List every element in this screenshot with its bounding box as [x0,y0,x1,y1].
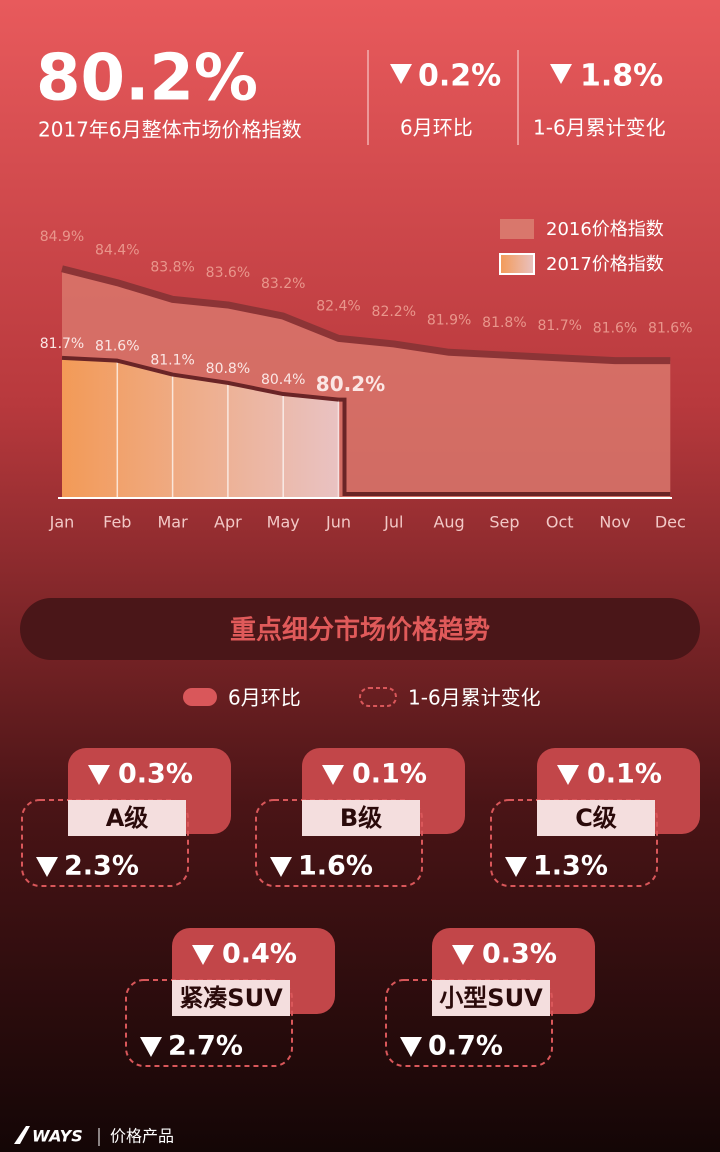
down-icon [270,857,292,877]
down-icon [140,1037,162,1057]
down-icon [550,64,572,84]
down-icon [192,945,214,965]
x-tick-label: Aug [433,513,464,532]
name-box [302,800,420,836]
kpi-label: 6月环比 [400,116,473,140]
section-title: 重点细分市场价格趋势 [230,615,490,646]
mom-value: 0.1% [352,759,427,790]
cum-value: 2.3% [64,851,139,882]
x-tick-label: Jul [383,513,403,532]
line [61,265,671,365]
kpi-label: 1-6月累计变化 [533,116,666,140]
data-label: 80.2% [316,372,385,396]
data-label: 83.2% [261,276,305,292]
kpi-value: 0.2% [418,59,501,94]
x-tick-label: Nov [599,513,630,532]
data-label: 80.4% [261,372,305,388]
logo [14,1126,30,1144]
data-label: 83.6% [206,265,250,281]
footer-brand: WAYS [32,1127,83,1146]
footer-product: 价格产品 [110,1127,174,1146]
data-label: 83.8% [150,259,194,275]
section-bar [20,598,700,660]
x-tick-label: May [267,513,300,532]
mom-value: 0.4% [222,939,297,970]
segment-name: B级 [340,804,382,832]
mom-value: 0.3% [482,939,557,970]
segment-cards: A级 0.3% 2.3% B级 0.1% 1.6% C级 0.1% 1.3% 紧凑SUV 0.4% 2… [21,748,700,1067]
headline: 80.2% [36,42,258,116]
name-box [172,980,290,1016]
data-label: 81.9% [427,312,471,328]
down-icon [505,857,527,877]
line [61,355,339,402]
data-label: 84.4% [95,243,139,259]
segment-name: 小型SUV [439,984,543,1012]
x-tick-label: Oct [546,513,574,532]
data-label: 84.9% [40,229,84,245]
legend-swatch [183,688,217,706]
down-icon [400,1037,422,1057]
name-box [432,980,550,1016]
cum-value: 2.7% [168,1031,243,1062]
legend-swatch [500,219,534,239]
data-label: 81.6% [648,321,692,337]
mom-value: 0.3% [118,759,193,790]
data-label: 81.7% [537,318,581,334]
x-tick-label: Apr [214,513,242,532]
x-tick-label: Sep [489,513,519,532]
cum-value: 1.3% [533,851,608,882]
legend-swatch [359,687,397,707]
data-label: 81.7% [40,336,84,352]
cum-value: 0.7% [428,1031,503,1062]
data-label: 82.2% [372,304,416,320]
down-icon [36,857,58,877]
down-icon [452,945,474,965]
x-tick-label: Dec [655,513,686,532]
data-label: 80.8% [206,361,250,377]
legend-label: 1-6月累计变化 [408,686,541,710]
segment-name: 紧凑SUV [179,984,283,1012]
chart: 84.9% 84.4% 83.8% 83.6% 83.2% 82.4% 82.2% 81.9%… [40,219,693,532]
x-tick-label: Jun [325,513,351,532]
legend-label: 2016价格指数 [546,219,664,240]
legend-label: 2017价格指数 [546,254,664,275]
data-label: 81.6% [593,321,637,337]
data-label: 81.1% [150,353,194,369]
data-label: 82.4% [316,298,360,314]
drop-line [338,397,671,496]
mom-value: 0.1% [587,759,662,790]
name-box [68,800,186,836]
cum-value: 1.6% [298,851,373,882]
name-box [537,800,655,836]
x-tick-label: Feb [103,513,131,532]
segment-name: A级 [106,804,149,832]
segment-name: C级 [575,804,617,832]
down-icon [557,765,579,785]
x-tick-label: Jan [49,513,75,532]
legend-swatch [499,253,535,275]
down-icon [88,765,110,785]
x-tick-label: Mar [158,513,189,532]
kpi-value: 1.8% [580,59,663,94]
data-label: 81.6% [95,339,139,355]
legend-label: 6月环比 [228,686,301,710]
data-label: 81.8% [482,315,526,331]
subtitle: 2017年6月整体市场价格指数 [38,118,302,142]
down-icon [390,64,412,84]
down-icon [322,765,344,785]
